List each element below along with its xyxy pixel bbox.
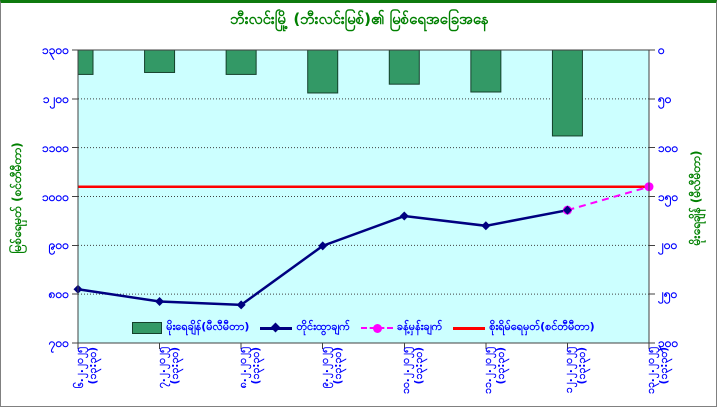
rainfall-bar <box>77 49 94 75</box>
x-tick-time: (၁၃:၃၀) <box>331 347 344 385</box>
legend-label-danger: စိုးရိမ်ရေမှတ်(စင်တီမီတာ) <box>489 320 595 333</box>
x-tick-time: (၁၃:၃၀) <box>250 347 263 385</box>
x-tick-date: ၁၃.၂.၂၀၂၅ <box>645 347 657 395</box>
x-tick-time: (၁၃:၃၀) <box>87 347 99 385</box>
y-right-axis-title: မိုးရေချိန် (မီလီမီတာ) <box>689 150 703 246</box>
rainfall-bar <box>388 49 420 85</box>
plot-canvas <box>72 49 655 349</box>
x-tick-time: (၁၃:၃၀) <box>168 347 181 385</box>
rainfall-bar-swatch-icon <box>132 322 163 334</box>
x-tick-date: ၁၁.၂.၂၀၂၅ <box>481 347 494 395</box>
y-left-tick-label: ၁၃၀၀ <box>42 43 69 57</box>
measured-point <box>318 241 328 251</box>
forecast-line <box>567 185 650 212</box>
x-tick-label: ၈.၂.၂၀၂၅ (၁၃:၃၀) <box>237 347 263 405</box>
rainfall-bar <box>225 49 257 75</box>
y-right-tick-label: ၂၀၀ <box>658 238 678 253</box>
measured-line-swatch-icon <box>260 322 293 334</box>
y-left-axis-title: မြစ်ရေမှတ် (စင်တီမီတာ) <box>10 142 24 254</box>
x-tick-time: (၁၃:၃၀) <box>494 347 507 385</box>
x-tick-label: ၁၃.၂.၂၀၂၅ (၁၃:၃၀) <box>645 347 671 405</box>
x-tick-label: ၁၂.၂.၂၀၂၅ (၁၃:၃၀) <box>563 347 589 405</box>
measured-point <box>236 300 246 310</box>
legend-item-rainfall: မိုးရေချိန်(မီလီမီတာ) <box>132 320 249 336</box>
y-left-tick-label: ၈၀၀ <box>48 287 69 302</box>
x-tick-label: ၆.၂.၂၀၂၅ (၁၃:၃၀) <box>74 347 100 405</box>
x-tick-date: ၉.၂.၂၀၂၅ <box>318 347 331 389</box>
x-tick-label: ၁၁.၂.၂၀၂၅ (၁၃:၃၀) <box>482 347 508 405</box>
legend-item-forecast: ခန့်မှန်းချက် <box>360 320 443 336</box>
x-tick-time: (၁၃:၃၀) <box>658 347 670 385</box>
legend-item-measured: တိုင်းထွာချက် <box>260 320 350 336</box>
rainfall-bar <box>144 49 176 73</box>
measured-point <box>155 296 165 306</box>
y-right-tick-label: ၅၀ <box>658 91 672 106</box>
legend-label-measured: တိုင်းထွာချက် <box>296 320 350 333</box>
rainfall-bar <box>551 49 583 137</box>
y-right-tick-label: ၁၀၀ <box>658 140 679 155</box>
y-left-tick-label: ၁၂၀၀ <box>42 91 69 106</box>
x-tick-label: ၉.၂.၂၀၂၅ (၁၃:၃၀) <box>319 347 345 405</box>
y-left-tick-label: ၉၀၀ <box>48 238 69 253</box>
legend-item-danger: စိုးရိမ်ရေမှတ်(စင်တီမီတာ) <box>453 320 595 336</box>
measured-point <box>399 211 409 221</box>
x-tick-label: ၇.၂.၂၀၂၅ (၁၃:၃၀) <box>156 347 182 405</box>
measured-point <box>562 205 572 215</box>
x-tick-date: ၇.၂.၂၀၂၅ <box>155 347 168 389</box>
y-left-tick-label: ၁၁၀၀ <box>42 140 69 155</box>
y-left-tick-label: ၇၀၀ <box>48 336 69 350</box>
legend-label-rainfall: မိုးရေချိန်(မီလီမီတာ) <box>166 320 250 333</box>
y-left-tick-label: ၁၀၀၀ <box>42 189 69 204</box>
rainfall-bar <box>470 49 502 93</box>
rainfall-bar <box>307 49 339 94</box>
measured-point <box>481 221 491 231</box>
y-right-tick-label: ၂၅၀ <box>658 287 678 302</box>
y-right-tick-label: ၃၀၀ <box>658 336 679 350</box>
x-tick-time: (၁၃:၃၀) <box>576 347 589 385</box>
x-tick-date: ၈.၂.၂၀၂၅ <box>237 347 250 389</box>
y-right-tick-label: ၁၅၀ <box>658 189 679 204</box>
x-tick-date: ၁၀.၂.၂၀၂၅ <box>400 347 413 395</box>
x-tick-date: ၆.၂.၂၀၂၅ <box>74 347 86 389</box>
x-tick-time: (၁၃:၃၀) <box>413 347 426 385</box>
chart-title: ဘီးလင်းမြို့ (ဘီးလင်းမြစ်)၏ မြစ်ရေအခြေအန… <box>230 10 489 28</box>
x-tick-label: ၁၀.၂.၂၀၂၅ (၁၃:၃၀) <box>400 347 426 405</box>
x-tick-date: ၁၂.၂.၂၀၂၅ <box>563 347 576 394</box>
forecast-line-swatch-icon <box>360 322 393 334</box>
y-right-tick-label: ၀ <box>658 43 665 57</box>
legend-label-forecast: ခန့်မှန်းချက် <box>396 320 443 333</box>
danger-line-swatch-icon <box>453 322 486 334</box>
legend: မိုးရေချိန်(မီလီမီတာ) တိုင်းထွာချက် ခန့်… <box>78 315 649 341</box>
